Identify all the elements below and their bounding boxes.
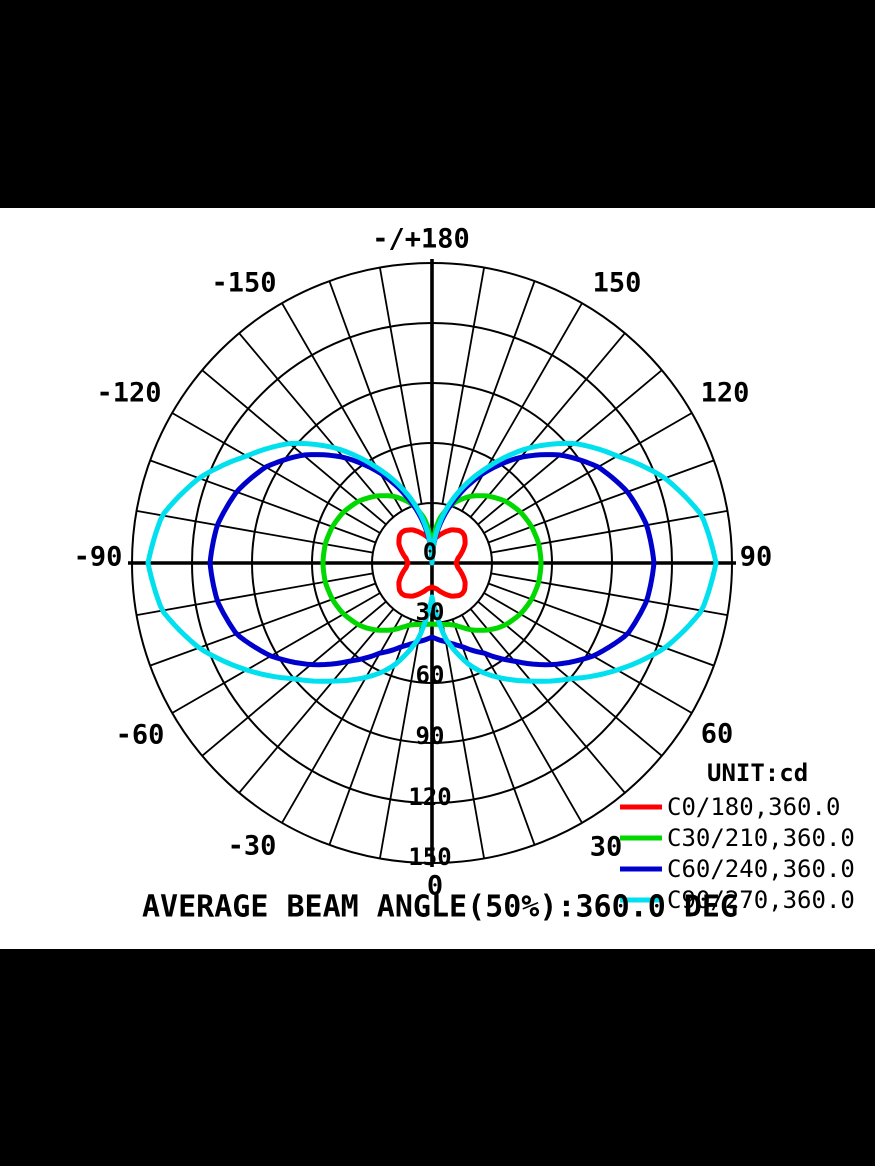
angle-label-150: -150	[211, 268, 276, 299]
radial-label-0: 0	[423, 538, 437, 566]
curve-c90-270	[145, 440, 719, 684]
grid-spoke-340	[328, 619, 413, 846]
grid-spoke-350	[379, 621, 423, 859]
angle-label-0: 0	[427, 871, 443, 902]
chart-sheet	[0, 208, 875, 949]
grid-spoke-200	[328, 280, 413, 507]
axis-labels: -/+180 -150 150 -120 120 -90 90 -60 60 -30 30 0 0 30 6…	[74, 224, 773, 902]
grid-spoke-140	[469, 332, 626, 518]
angle-label-150: 150	[593, 268, 642, 299]
angle-label-180: -/+180	[372, 224, 470, 255]
radial-label-120: 120	[408, 783, 451, 811]
grid-spoke-10	[441, 621, 485, 859]
grid-spoke-160	[451, 280, 536, 507]
legend: UNIT:cd C0/180,360.0 C30/210,360.0 C60/240…	[620, 759, 855, 914]
grid-spoke-130	[477, 369, 663, 526]
grid-spoke-320	[238, 608, 395, 794]
angle-label-30: -30	[228, 831, 277, 862]
angle-label-90: 90	[740, 542, 773, 573]
grid-spoke-330	[281, 614, 403, 824]
intensity-curves	[145, 440, 719, 684]
grid-spoke-220	[238, 332, 395, 518]
grid-spoke-100	[490, 510, 728, 554]
curve-c30-210	[320, 493, 544, 633]
grid-spoke-170	[441, 267, 485, 505]
grid-spoke-70	[488, 582, 715, 667]
radial-label-90: 90	[416, 722, 445, 750]
grid-spoke-260	[136, 510, 374, 554]
angle-label-90: -90	[74, 542, 123, 573]
angle-label-60: 60	[701, 719, 734, 750]
legend-label-c0-180: C0/180,360.0	[667, 793, 840, 821]
legend-label-c60-240: C60/240,360.0	[667, 855, 855, 883]
radial-label-150: 150	[408, 843, 451, 871]
radial-label-30: 30	[416, 598, 445, 626]
angle-label-120: -120	[96, 378, 161, 409]
grid-spoke-250	[149, 459, 376, 544]
legend-label-c30-210: C30/210,360.0	[667, 824, 855, 852]
grid-spoke-110	[488, 459, 715, 544]
curve-c0-180	[396, 527, 468, 599]
grid-spoke-290	[149, 582, 376, 667]
grid-spoke-30	[461, 614, 583, 824]
grid-spoke-190	[379, 267, 423, 505]
angle-label-30: 30	[590, 832, 623, 863]
grid-spoke-80	[490, 572, 728, 616]
grid-spoke-280	[136, 572, 374, 616]
angle-label-120: 120	[701, 378, 750, 409]
angle-label-60: -60	[116, 720, 165, 751]
radial-label-60: 60	[416, 661, 445, 689]
curve-c60-240	[207, 452, 657, 668]
legend-label-c90-270: C90/270,360.0	[667, 886, 855, 914]
grid-spoke-40	[469, 608, 626, 794]
beam-angle-caption: AVERAGE BEAM ANGLE(50%):360.0 DEG	[142, 890, 738, 925]
grid-spoke-20	[451, 619, 536, 846]
legend-unit-label: UNIT:cd	[707, 759, 808, 787]
grid-spoke-230	[201, 369, 387, 526]
